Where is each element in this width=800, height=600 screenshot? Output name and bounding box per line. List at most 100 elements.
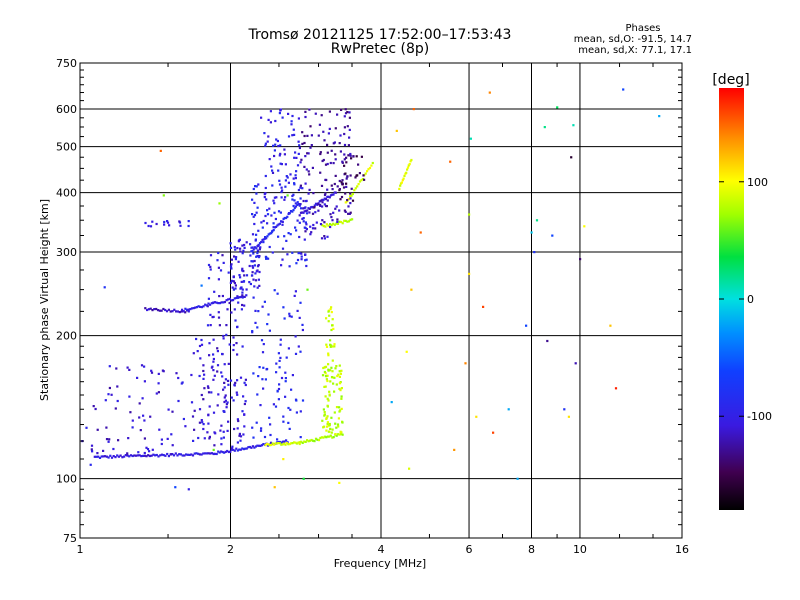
echo-point <box>255 270 258 273</box>
echo-point <box>271 251 274 254</box>
echo-point <box>344 112 348 115</box>
echo-point <box>310 438 313 442</box>
echo-point <box>192 439 195 442</box>
echo-point <box>231 286 234 289</box>
echo-point <box>329 223 332 226</box>
echo-point <box>281 258 284 261</box>
echo-point <box>339 198 342 201</box>
echo-point <box>273 202 276 205</box>
echo-point <box>343 126 346 129</box>
echo-point <box>157 372 160 375</box>
echo-point <box>271 169 274 172</box>
echo-point <box>330 431 333 434</box>
echo-point <box>275 362 278 365</box>
echo-point <box>401 179 404 182</box>
echo-point <box>220 424 223 427</box>
echo-point <box>251 198 254 201</box>
echo-point <box>225 333 228 336</box>
echo-point <box>276 292 279 295</box>
echo-point <box>283 198 286 201</box>
echo-point <box>353 189 356 192</box>
echo-point <box>210 452 213 455</box>
echo-point <box>334 158 337 161</box>
echo-point <box>235 391 238 394</box>
echo-point <box>179 453 182 456</box>
echo-point <box>315 221 318 224</box>
echo-point <box>230 267 233 270</box>
echo-point <box>300 158 303 161</box>
echo-point <box>258 270 261 274</box>
echo-point <box>238 296 241 299</box>
echo-point <box>236 441 239 444</box>
echo-point <box>260 221 263 224</box>
echo-point <box>298 146 301 150</box>
echo-point <box>409 160 412 163</box>
echo-point <box>240 295 243 298</box>
echo-point <box>301 323 304 326</box>
echo-point <box>313 440 316 443</box>
echo-point <box>280 220 283 223</box>
echo-point <box>212 411 216 414</box>
echo-point <box>337 373 340 376</box>
echo-point <box>284 179 287 182</box>
echo-point <box>266 323 269 326</box>
echo-point <box>97 455 100 458</box>
echo-point <box>334 127 337 130</box>
echo-point <box>267 233 270 236</box>
echo-point <box>348 128 351 131</box>
echo-point <box>272 403 275 406</box>
echo-point <box>249 254 252 257</box>
echo-point <box>328 127 331 130</box>
echo-point <box>232 344 235 347</box>
echo-point <box>347 198 350 201</box>
echo-point <box>362 174 365 177</box>
echo-point <box>214 452 217 455</box>
echo-point <box>260 116 263 119</box>
echo-point <box>245 294 248 297</box>
echo-point <box>222 436 225 439</box>
echo-point <box>190 373 193 377</box>
echo-point <box>277 442 280 445</box>
echo-point <box>321 419 324 422</box>
echo-point <box>276 139 279 143</box>
echo-point <box>242 448 245 451</box>
echo-point <box>321 201 324 204</box>
echo-point <box>260 339 264 342</box>
echo-point <box>210 391 213 394</box>
echo-point <box>109 454 112 457</box>
echo-point <box>256 444 259 447</box>
echo-point <box>360 179 363 182</box>
echo-point <box>288 442 291 446</box>
echo-point <box>256 249 259 252</box>
echo-point <box>233 255 236 258</box>
echo-point <box>370 164 373 167</box>
x-tick-label: 16 <box>675 543 689 556</box>
echo-point <box>355 174 358 177</box>
echo-point <box>232 448 235 451</box>
echo-point <box>230 396 233 399</box>
echo-point <box>319 223 323 226</box>
echo-point <box>181 308 184 311</box>
echo-point <box>336 222 340 225</box>
echo-point <box>275 196 278 199</box>
echo-point <box>270 443 273 447</box>
echo-point <box>325 345 329 348</box>
echo-point <box>294 290 297 293</box>
echo-point <box>151 448 154 451</box>
echo-point <box>204 303 207 306</box>
echo-point <box>321 159 324 163</box>
echo-point <box>306 209 309 212</box>
echo-point <box>187 220 190 223</box>
echo-point <box>332 193 335 196</box>
echo-point <box>92 405 95 408</box>
echo-point <box>345 161 348 164</box>
echo-point <box>308 108 311 111</box>
echo-point <box>297 441 300 444</box>
echo-point <box>276 224 279 227</box>
echo-point <box>255 211 258 214</box>
echo-point <box>325 317 328 320</box>
echo-point <box>181 381 184 384</box>
echo-point <box>285 439 288 442</box>
echo-point <box>358 172 361 175</box>
echo-point <box>250 250 253 253</box>
